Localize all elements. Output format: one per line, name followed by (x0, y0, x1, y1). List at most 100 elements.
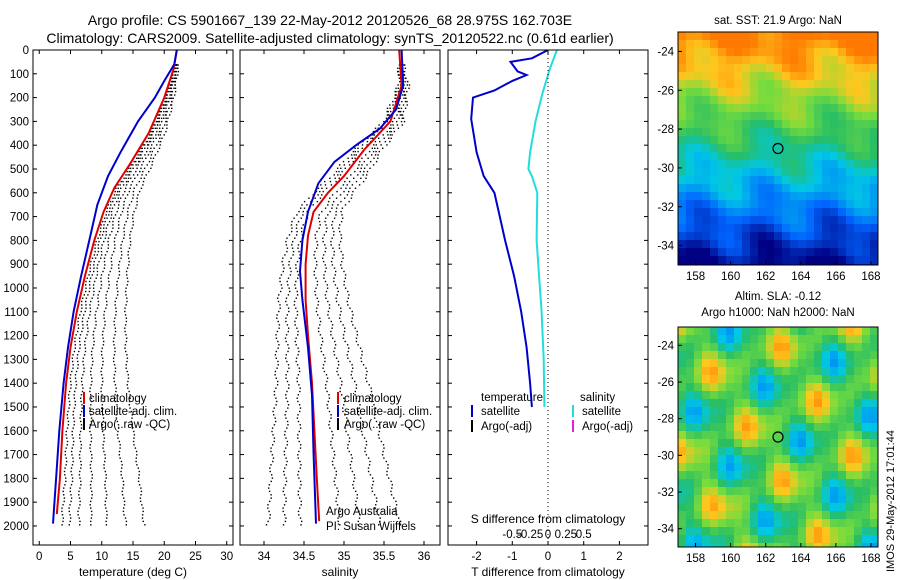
argo-dot (335, 180, 337, 183)
map-cell (798, 335, 806, 343)
argo-dot (123, 204, 125, 206)
map-cell (870, 343, 878, 351)
map-cell (846, 160, 854, 168)
map-cell (838, 80, 846, 88)
argo-dot (167, 90, 170, 93)
map-cell (694, 88, 702, 96)
map-cell (742, 447, 750, 455)
argo-dot (166, 120, 168, 123)
map-x-tick-label: 162 (756, 271, 775, 283)
argo-dot (129, 187, 131, 189)
map-cell (694, 104, 702, 112)
map-cell (774, 447, 782, 455)
argo-profile-salinity (330, 64, 409, 526)
argo-dot (120, 187, 122, 189)
map-cell (782, 136, 790, 144)
map-cell (870, 431, 878, 439)
argo-dot (110, 210, 113, 213)
argo-dot (126, 194, 129, 196)
argo-dot (391, 487, 393, 489)
argo-dot (338, 304, 340, 306)
map-cell (702, 439, 710, 447)
argo-dot (140, 187, 143, 189)
argo-dot (297, 490, 300, 493)
argo-dot (319, 197, 322, 199)
map-cell (854, 423, 862, 431)
map-cell (798, 431, 806, 439)
argo-dot (126, 300, 128, 303)
argo-dot (333, 267, 336, 269)
argo-dot (118, 267, 120, 269)
map-cell (734, 88, 742, 96)
argo-dot (71, 357, 73, 359)
map-cell (854, 487, 862, 495)
map-cell (830, 40, 838, 48)
map-cell (870, 415, 878, 423)
map-cell (782, 160, 790, 168)
argo-dot (83, 354, 86, 356)
map-cell (814, 64, 822, 72)
argo-dot (265, 524, 268, 526)
argo-dot (337, 490, 339, 493)
map-cell (870, 128, 878, 136)
map-cell (790, 399, 798, 407)
map-cell (862, 192, 870, 200)
map-cell (830, 527, 838, 535)
argo-dot (121, 490, 123, 493)
argo-dot (126, 274, 128, 276)
argo-dot (322, 240, 324, 243)
top-tick-label: 0.5 (576, 529, 592, 541)
argo-dot (374, 147, 376, 149)
argo-dot (406, 84, 408, 86)
map-cell (774, 471, 782, 479)
map-cell (854, 64, 862, 72)
map-cell (838, 168, 846, 176)
argo-dot (105, 474, 107, 476)
map-cell (830, 192, 838, 200)
argo-dot (278, 344, 280, 346)
map-cell (758, 208, 766, 216)
map-cell (678, 391, 686, 399)
map-cell (750, 463, 758, 471)
map-cell (814, 160, 822, 168)
argo-dot (392, 124, 394, 126)
argo-dot (109, 270, 111, 273)
argo-dot (75, 384, 78, 386)
argo-dot (348, 437, 351, 439)
map-cell (686, 439, 694, 447)
argo-dot (135, 164, 137, 166)
map-cell (734, 248, 742, 256)
argo-dot (101, 410, 103, 413)
argo-dot (115, 390, 117, 393)
map-cell (734, 200, 742, 208)
argo-dot (269, 500, 271, 503)
argo-dot (65, 457, 67, 459)
map-cell (814, 80, 822, 88)
map-cell (734, 72, 742, 80)
map-cell (710, 216, 718, 224)
map-cell (870, 32, 878, 40)
map-cell (798, 168, 806, 176)
x-tick-label: 30 (220, 551, 233, 563)
argo-dot (100, 407, 103, 409)
argo-dot (158, 127, 161, 129)
argo-dot (73, 394, 75, 396)
map-cell (870, 224, 878, 232)
map-cell (782, 40, 790, 48)
argo-dot (391, 120, 394, 123)
map-cell (862, 447, 870, 455)
argo-dot (284, 434, 286, 436)
map-cell (830, 96, 838, 104)
argo-dot (126, 267, 129, 269)
argo-dot (293, 217, 295, 219)
argo-dot (366, 370, 368, 373)
map-cell (806, 256, 814, 264)
argo-profile-salinity (313, 64, 405, 526)
argo-dot (154, 127, 156, 129)
argo-dot (103, 224, 105, 226)
argo-dot (373, 157, 375, 159)
argo-dot (78, 454, 81, 456)
map-cell (814, 32, 822, 40)
argo-dot (117, 277, 120, 279)
argo-dot (347, 157, 349, 159)
